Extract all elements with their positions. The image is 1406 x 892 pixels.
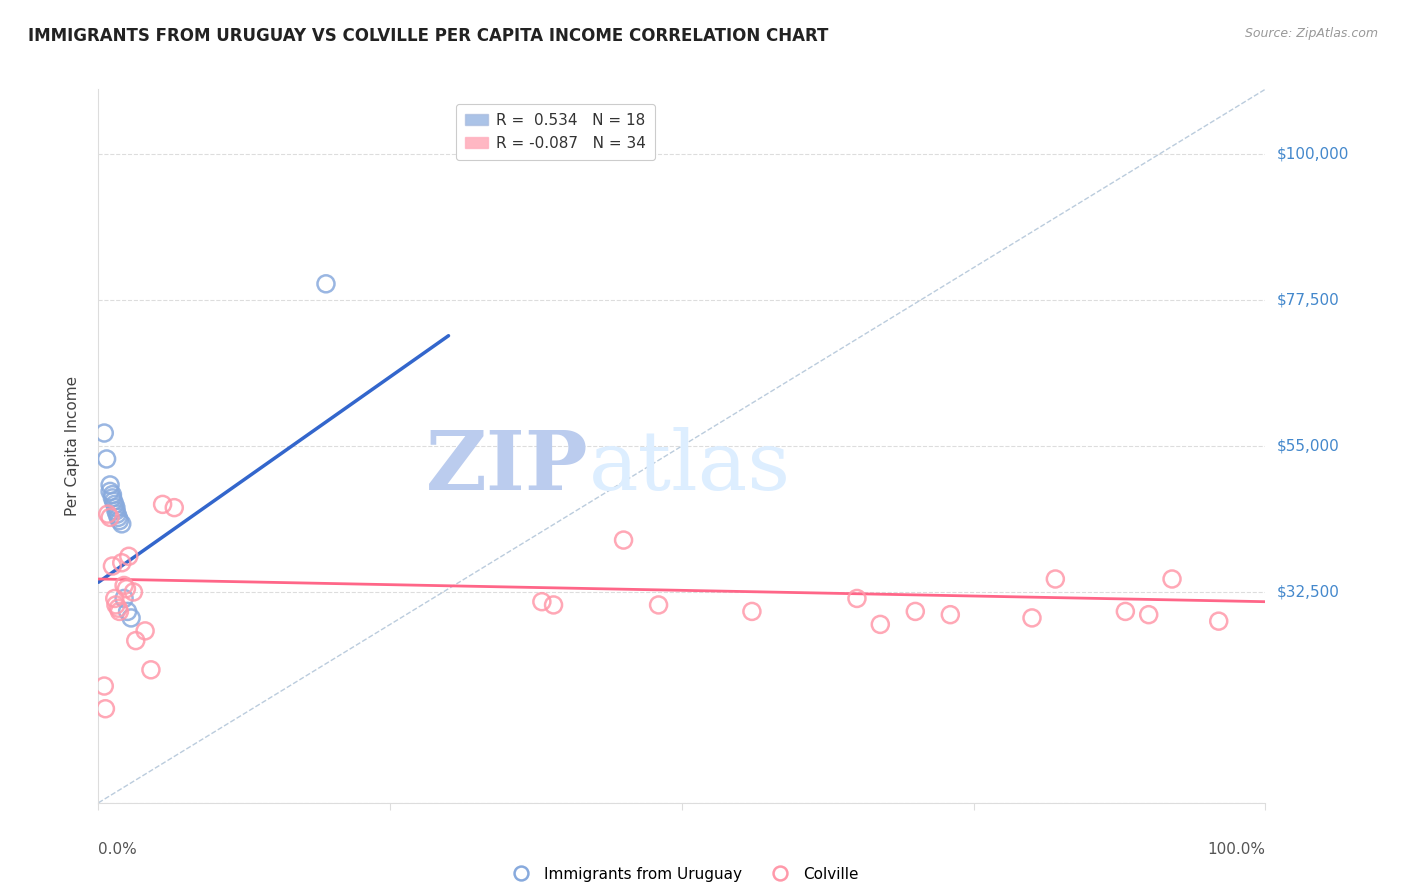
Point (741, 604, 763, 618)
Point (1161, 572, 1184, 586)
Point (117, 604, 139, 618)
Text: $100,000: $100,000 (1277, 146, 1348, 161)
Point (939, 607, 962, 622)
Point (104, 504, 127, 518)
Point (112, 591, 135, 606)
Point (104, 598, 127, 612)
Text: Source: ZipAtlas.com: Source: ZipAtlas.com (1244, 27, 1378, 40)
Text: ZIP: ZIP (426, 427, 589, 508)
Point (98, 484, 121, 499)
Point (1137, 607, 1160, 622)
Point (869, 617, 891, 632)
Point (104, 497, 127, 511)
Point (1208, 614, 1230, 628)
Text: 100.0%: 100.0% (1208, 842, 1265, 857)
Point (97, 507, 120, 521)
Point (101, 559, 124, 574)
Point (904, 604, 927, 618)
Point (122, 585, 145, 599)
Point (118, 549, 141, 564)
Point (94, 702, 117, 716)
Point (163, 500, 186, 515)
Text: 0.0%: 0.0% (98, 842, 138, 857)
Point (543, 598, 565, 612)
Point (152, 497, 174, 511)
Point (111, 516, 134, 531)
Y-axis label: Per Capita Income: Per Capita Income (65, 376, 80, 516)
Point (120, 611, 142, 625)
Point (93, 425, 115, 440)
Point (98, 478, 121, 492)
Text: IMMIGRANTS FROM URUGUAY VS COLVILLE PER CAPITA INCOME CORRELATION CHART: IMMIGRANTS FROM URUGUAY VS COLVILLE PER … (28, 27, 828, 45)
Point (104, 591, 127, 606)
Text: $77,500: $77,500 (1277, 293, 1340, 308)
Text: $32,500: $32,500 (1277, 584, 1340, 599)
Point (1021, 611, 1043, 625)
Point (134, 624, 156, 638)
Point (647, 598, 669, 612)
Point (530, 595, 553, 609)
Point (96, 452, 118, 467)
Point (101, 491, 124, 505)
Point (111, 556, 134, 570)
Point (104, 500, 127, 515)
Point (139, 663, 162, 677)
Point (315, 277, 337, 291)
Point (103, 494, 125, 508)
Point (1045, 572, 1067, 586)
Text: atlas: atlas (589, 427, 790, 508)
Point (115, 582, 138, 596)
Point (98, 510, 121, 524)
Point (112, 578, 135, 592)
Point (105, 507, 128, 521)
Point (108, 514, 131, 528)
Point (612, 533, 634, 547)
Point (107, 601, 129, 615)
Point (108, 604, 131, 618)
Point (1114, 604, 1136, 618)
Point (107, 510, 129, 524)
Text: $55,000: $55,000 (1277, 439, 1340, 453)
Point (93, 679, 115, 693)
Point (125, 633, 148, 648)
Point (101, 488, 124, 502)
Legend: Immigrants from Uruguay, Colville: Immigrants from Uruguay, Colville (499, 861, 865, 888)
Point (845, 591, 868, 606)
